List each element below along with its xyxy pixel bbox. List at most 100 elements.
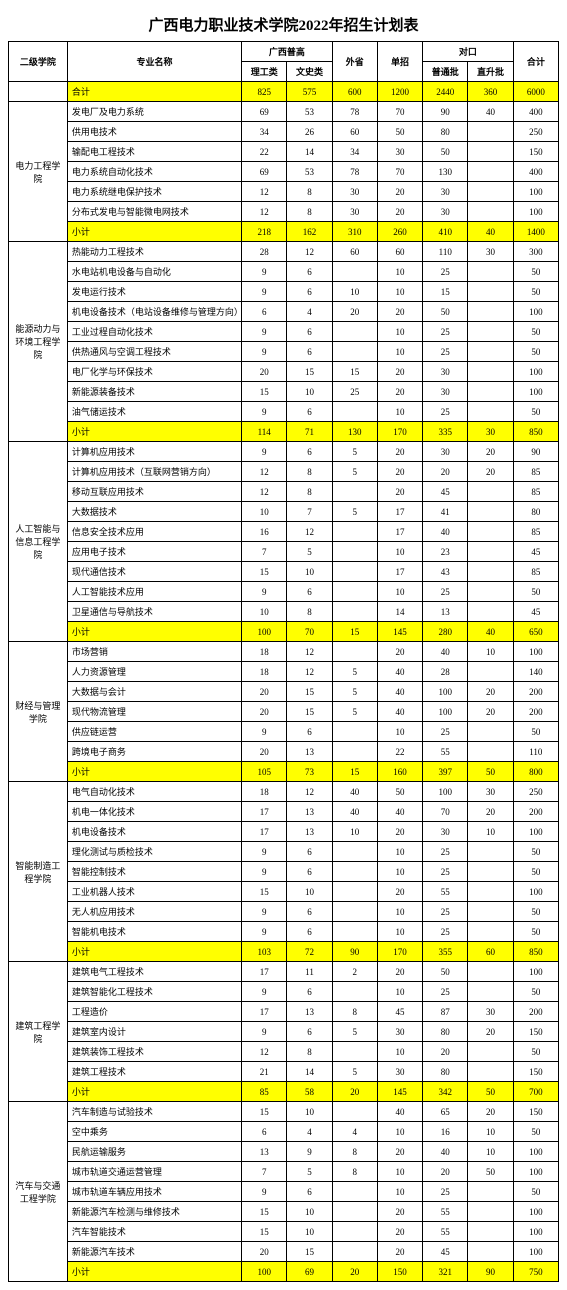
table-row: 机电设备技术171310203010100 [9, 822, 559, 842]
cell [332, 602, 377, 622]
cell: 12 [242, 182, 287, 202]
cell: 6 [287, 922, 332, 942]
cell: 20 [377, 962, 422, 982]
cell: 114 [242, 422, 287, 442]
cell: 30 [468, 1002, 513, 1022]
cell: 100 [513, 822, 558, 842]
cell: 12 [287, 242, 332, 262]
cell: 10 [468, 642, 513, 662]
cell: 15 [287, 362, 332, 382]
cell: 14 [287, 1062, 332, 1082]
cell: 50 [513, 722, 558, 742]
cell: 218 [242, 222, 287, 242]
table-row: 机电设备技术（电站设备维修与管理方向）64202050100 [9, 302, 559, 322]
cell: 10 [377, 262, 422, 282]
cell: 70 [287, 622, 332, 642]
cell: 5 [332, 502, 377, 522]
cell: 新能源装备技术 [67, 382, 241, 402]
cell: 10 [377, 1182, 422, 1202]
cell: 50 [513, 322, 558, 342]
table-row: 卫星通信与导航技术108141345 [9, 602, 559, 622]
cell: 人工智能技术应用 [67, 582, 241, 602]
cell: 油气储运技术 [67, 402, 241, 422]
cell: 30 [423, 362, 468, 382]
cell: 12 [287, 782, 332, 802]
cell: 9 [242, 862, 287, 882]
table-row: 建筑装饰工程技术128102050 [9, 1042, 559, 1062]
cell: 25 [423, 842, 468, 862]
table-row: 财经与管理学院市场营销1812204010100 [9, 642, 559, 662]
cell: 90 [513, 442, 558, 462]
cell: 100 [513, 882, 558, 902]
cell: 575 [287, 82, 332, 102]
cell: 20 [423, 1162, 468, 1182]
table-row: 工程造价17138458730200 [9, 1002, 559, 1022]
cell: 9 [287, 1142, 332, 1162]
cell: 10 [377, 922, 422, 942]
cell: 40 [377, 702, 422, 722]
cell: 10 [287, 562, 332, 582]
hdr-sci: 理工类 [242, 62, 287, 82]
cell: 建筑装饰工程技术 [67, 1042, 241, 1062]
cell: 6 [287, 582, 332, 602]
cell: 建筑工程技术 [67, 1062, 241, 1082]
hdr-major: 专业名称 [67, 42, 241, 82]
cell [468, 302, 513, 322]
table-row: 空中乘务64410161050 [9, 1122, 559, 1142]
cell: 50 [513, 862, 558, 882]
cell: 20 [377, 1142, 422, 1162]
cell: 分布式发电与智能微电网技术 [67, 202, 241, 222]
cell [468, 962, 513, 982]
hdr-single: 单招 [377, 42, 422, 82]
cell: 15 [242, 382, 287, 402]
cell: 现代物流管理 [67, 702, 241, 722]
cell: 10 [377, 582, 422, 602]
cell: 250 [513, 122, 558, 142]
cell: 17 [377, 562, 422, 582]
cell: 建筑室内设计 [67, 1022, 241, 1042]
cell [468, 402, 513, 422]
cell: 12 [287, 642, 332, 662]
cell: 8 [287, 462, 332, 482]
cell: 40 [423, 522, 468, 542]
table-row: 现代物流管理201554010020200 [9, 702, 559, 722]
cell: 20 [468, 462, 513, 482]
cell: 无人机应用技术 [67, 902, 241, 922]
cell: 现代通信技术 [67, 562, 241, 582]
cell: 20 [242, 682, 287, 702]
cell [468, 1042, 513, 1062]
cell: 机电设备技术（电站设备维修与管理方向） [67, 302, 241, 322]
hdr-total: 合计 [513, 42, 558, 82]
cell: 825 [242, 82, 287, 102]
cell [332, 1102, 377, 1122]
cell: 150 [377, 1262, 422, 1282]
cell: 5 [332, 462, 377, 482]
cell: 20 [423, 1042, 468, 1062]
cell: 53 [287, 102, 332, 122]
cell [332, 882, 377, 902]
cell [468, 882, 513, 902]
cell: 400 [513, 102, 558, 122]
cell: 智能机电技术 [67, 922, 241, 942]
cell: 45 [423, 1242, 468, 1262]
table-row: 机电一体化技术171340407020200 [9, 802, 559, 822]
cell: 16 [242, 522, 287, 542]
cell: 21 [242, 1062, 287, 1082]
table-header: 二级学院 专业名称 广西普高 外省 单招 对口 合计 理工类 文史类 普通批 直… [9, 42, 559, 82]
cell: 10 [377, 1042, 422, 1062]
cell: 10 [287, 1102, 332, 1122]
enrollment-table: 二级学院 专业名称 广西普高 外省 单招 对口 合计 理工类 文史类 普通批 直… [8, 41, 559, 1282]
cell [332, 542, 377, 562]
cell [332, 402, 377, 422]
cell: 5 [332, 442, 377, 462]
cell: 78 [332, 162, 377, 182]
cell: 20 [242, 1242, 287, 1262]
cell: 12 [287, 662, 332, 682]
cell: 供热通风与空调工程技术 [67, 342, 241, 362]
cell: 25 [423, 342, 468, 362]
cell: 70 [423, 802, 468, 822]
cell: 100 [513, 382, 558, 402]
table-row: 电厂化学与环保技术2015152030100 [9, 362, 559, 382]
cell: 12 [242, 1042, 287, 1062]
cell [332, 842, 377, 862]
